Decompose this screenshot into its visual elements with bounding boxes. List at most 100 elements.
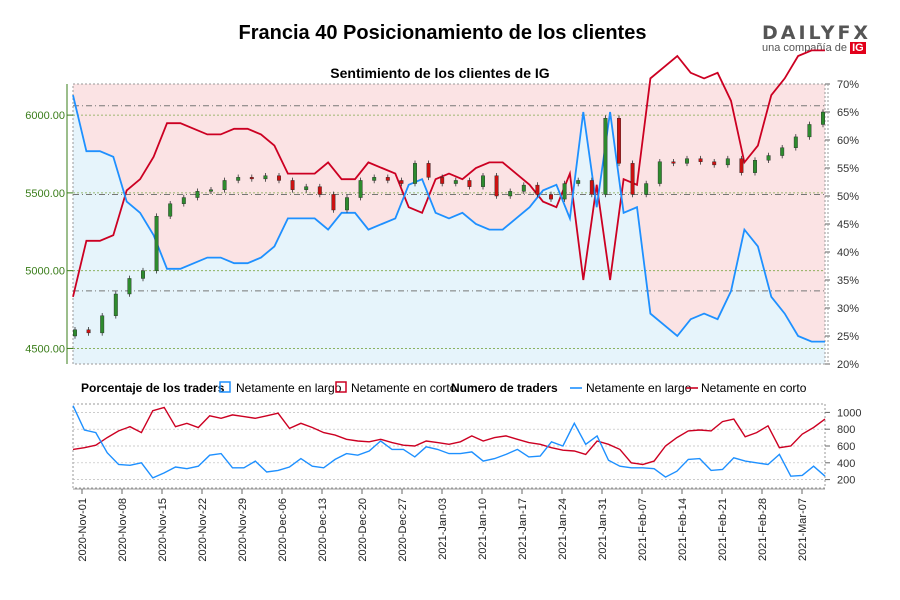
- legend-short-pct-label: Netamente en corto: [351, 381, 457, 395]
- date-tick-label: 2021-Jan-10: [477, 498, 489, 560]
- legend-pct-title: Porcentaje de los traders: [81, 381, 225, 395]
- candle-body: [453, 180, 458, 184]
- count-tick-label: 600: [837, 441, 855, 453]
- candle-body: [644, 183, 649, 195]
- candle-body: [780, 147, 785, 156]
- long-pct-line: [72, 94, 825, 343]
- date-tick-label: 2021-Feb-21: [717, 498, 729, 561]
- date-axis: 2020-Nov-01 2020-Nov-08 2020-Nov-15 2020-No…: [73, 488, 825, 562]
- candle-body: [698, 158, 703, 162]
- candle-body: [304, 186, 309, 190]
- candle-body: [236, 177, 241, 181]
- candle-body: [358, 180, 363, 198]
- pct-tick-label: 20%: [837, 359, 859, 371]
- candle-body: [521, 184, 526, 192]
- short-pct-line: [72, 49, 825, 298]
- candle-body: [481, 175, 485, 187]
- date-tick-label: 2021-Jan-17: [517, 498, 529, 560]
- candle-body: [100, 315, 105, 334]
- count-tick-label: 1000: [837, 407, 861, 419]
- chart-subtitle: Sentimiento de los clientes de IG: [330, 65, 549, 81]
- candle-body: [263, 175, 268, 180]
- candle-body: [576, 180, 581, 184]
- candle-body: [331, 194, 336, 211]
- candle-body: [127, 278, 132, 295]
- candle-body: [413, 163, 417, 184]
- candle-body: [494, 175, 499, 197]
- pct-tick-label: 40%: [837, 247, 859, 259]
- pct-tick-label: 50%: [837, 191, 859, 203]
- trader-count-panel: 200 400 600 800 1000 Porcentaje de los trader…: [72, 381, 861, 489]
- dailyfx-brand-text: DAILYFX: [762, 22, 872, 44]
- date-tick-label: 2020-Nov-08: [117, 498, 129, 562]
- candle-body: [73, 329, 77, 337]
- candle-body: [725, 158, 730, 166]
- candle-body: [209, 189, 213, 192]
- candle-body: [467, 180, 472, 187]
- date-tick-label: 2020-Nov-01: [77, 498, 89, 562]
- price-sentiment-panel: Sentimiento de los clientes de IG 4500.00…: [25, 49, 859, 371]
- candle-body: [766, 155, 771, 161]
- candle-body: [345, 197, 349, 211]
- count-tick-label: 800: [837, 424, 855, 436]
- candle-body: [603, 118, 608, 195]
- candle-body: [399, 180, 404, 184]
- candle-body: [385, 177, 390, 181]
- candle-body: [222, 180, 227, 190]
- candle-body: [753, 160, 757, 173]
- pct-tick-label: 25%: [837, 331, 859, 343]
- dailyfx-tagline: una compañía de IG: [762, 42, 866, 54]
- price-tick-label: 4500.00: [25, 343, 65, 355]
- legend-short-swatch: [335, 381, 347, 393]
- candle-body: [317, 186, 322, 195]
- date-tick-label: 2020-Nov-29: [237, 498, 249, 562]
- candle-body: [195, 191, 200, 198]
- candle-body: [807, 124, 812, 138]
- legend-short-num-label: Netamente en corto: [701, 381, 807, 395]
- date-tick-label: 2021-Jan-03: [437, 498, 449, 560]
- candle-body: [372, 177, 377, 181]
- candle-body: [440, 177, 445, 184]
- candle-body: [562, 183, 567, 200]
- date-tick-label: 2020-Nov-22: [197, 498, 209, 562]
- date-tick-label: 2020-Dec-20: [357, 498, 369, 562]
- candle-body: [86, 329, 91, 334]
- candle-body: [426, 163, 431, 178]
- legend-num-title: Numero de traders: [451, 381, 558, 395]
- count-tick-label: 200: [837, 475, 855, 487]
- candle-body: [508, 191, 513, 197]
- pct-tick-label: 65%: [837, 107, 859, 119]
- date-tick-label: 2021-Feb-07: [637, 498, 649, 561]
- date-tick-label: 2021-Mar-07: [797, 498, 809, 561]
- date-tick-label: 2020-Nov-15: [157, 498, 169, 562]
- legend-long-pct-label: Netamente en largo: [236, 381, 342, 395]
- candle-body: [712, 161, 717, 166]
- long-count-line: [72, 405, 826, 479]
- long-area-fill: [73, 95, 825, 364]
- candle-body: [630, 163, 635, 195]
- pct-tick-label: 70%: [837, 79, 859, 91]
- candle-body: [685, 158, 689, 164]
- candle-body: [277, 175, 281, 181]
- dailyfx-logo: DAILYFX una compañía de IG: [762, 22, 872, 66]
- date-tick-label: 2021-Feb-28: [757, 498, 769, 561]
- candle-body: [657, 161, 662, 184]
- short-count-line: [72, 406, 826, 466]
- count-tick-label: 400: [837, 458, 855, 470]
- date-tick-label: 2020-Dec-13: [317, 498, 329, 562]
- pct-tick-label: 30%: [837, 303, 859, 315]
- candle-body: [181, 197, 186, 204]
- date-tick-label: 2021-Jan-31: [597, 498, 609, 560]
- pct-tick-label: 35%: [837, 275, 859, 287]
- date-tick-label: 2020-Dec-27: [397, 498, 409, 562]
- candle-body: [141, 270, 145, 279]
- price-tick-label: 6000.00: [25, 110, 65, 122]
- candle-body: [821, 111, 825, 125]
- price-tick-label: 5500.00: [25, 188, 65, 200]
- candle-body: [249, 177, 254, 180]
- candle-body: [168, 203, 173, 217]
- candle-body: [113, 293, 118, 316]
- date-tick-label: 2021-Feb-14: [677, 498, 689, 561]
- legend-long-num-label: Netamente en largo: [586, 381, 692, 395]
